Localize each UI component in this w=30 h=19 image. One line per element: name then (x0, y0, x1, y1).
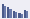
Bar (21, 14, 23, 18)
Bar (4, 6, 6, 18)
Bar (18, 13, 21, 18)
Bar (15, 12, 17, 18)
Bar (7, 7, 9, 18)
Bar (13, 11, 15, 18)
Bar (24, 10, 26, 18)
Bar (9, 9, 12, 18)
Bar (2, 4, 4, 18)
Bar (26, 11, 28, 18)
